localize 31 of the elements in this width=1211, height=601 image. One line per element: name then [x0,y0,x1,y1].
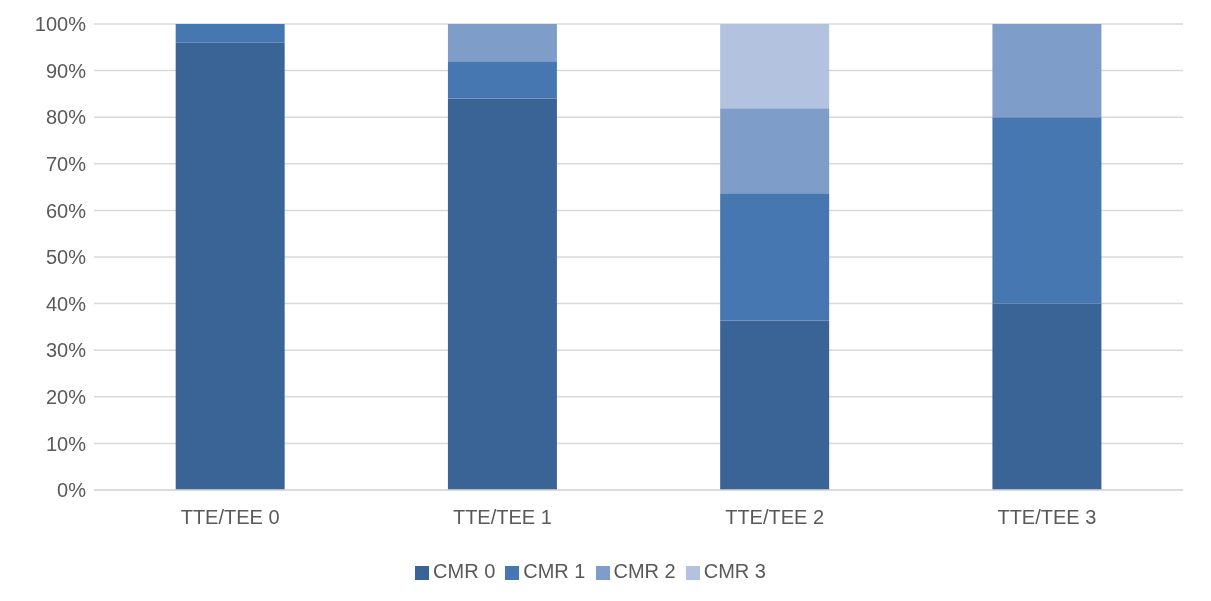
x-tick-label: TTE/TEE 3 [997,506,1097,529]
bar [720,108,830,194]
bar [992,303,1102,490]
x-tick-label: TTE/TEE 1 [452,506,552,529]
bar [720,193,830,321]
bar [447,98,557,490]
bar [720,320,830,490]
bar [447,61,557,99]
y-tick-label: 90% [45,59,87,82]
y-tick-label: 60% [45,199,87,222]
bar [992,117,1102,304]
y-tick-label: 20% [45,385,87,408]
legend-label: CMR 3 [703,560,766,582]
legend-label: CMR 2 [613,560,676,582]
x-tick-label: TTE/TEE 2 [725,506,825,529]
bar [447,24,557,62]
y-tick-label: 100% [34,13,87,36]
y-tick-label: 10% [45,432,87,455]
y-tick-label: 40% [45,292,87,315]
y-tick-label: 30% [45,339,87,362]
y-tick-label: 50% [45,246,87,269]
bar [175,42,285,490]
y-tick-label: 70% [45,152,87,175]
bar [720,24,830,109]
x-tick-label: TTE/TEE 0 [180,506,280,529]
y-tick-label: 80% [45,106,87,129]
bar [175,24,285,43]
legend-label: CMR 1 [523,560,586,582]
y-tick-label: 0% [57,479,87,502]
legend-label: CMR 0 [433,560,496,582]
bar [992,24,1102,118]
